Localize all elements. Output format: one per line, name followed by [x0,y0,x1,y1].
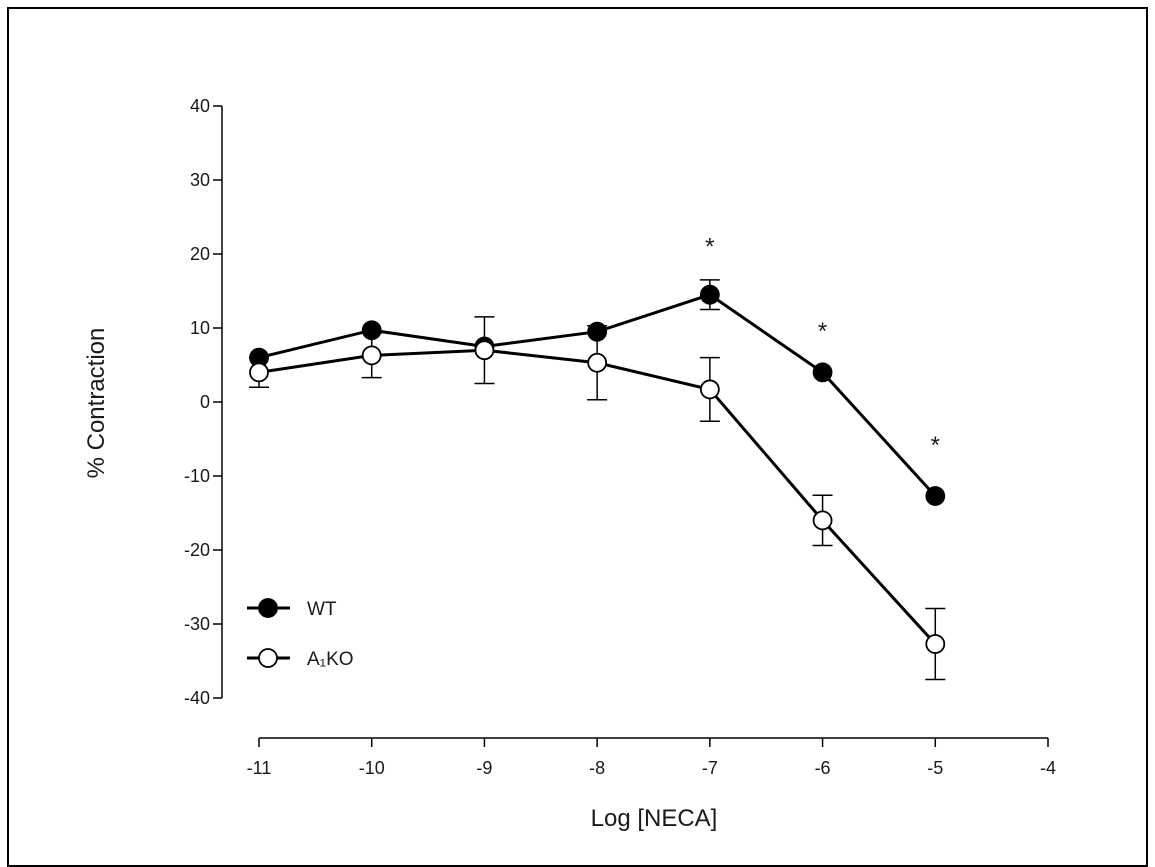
y-tick-label: 10 [190,318,210,338]
legend-label: A₁KO [307,649,354,670]
y-tick-label: 0 [200,392,210,412]
axes: 40 30 20 10 0 -10 -20 -30 -40 -11 -10 -9 -8 -7 -6 -5 -4 [184,96,1056,778]
data-point [699,284,720,305]
data-point [812,510,833,531]
x-tick-label: -9 [476,758,492,778]
y-tick-label: -10 [184,466,210,486]
significance-annotations: * * * [705,234,940,459]
significance-asterisk: * [818,318,827,345]
x-tick-label: -8 [589,758,605,778]
series-a1ko [249,316,946,681]
data-point [249,362,269,383]
y-axis-title: % Contraction [83,328,110,479]
data-point [474,340,495,361]
y-tick-label: -20 [184,540,210,560]
data-point [361,345,382,366]
data-point [587,352,608,373]
x-tick-label: -7 [702,758,718,778]
y-tick-label: 30 [190,170,210,190]
legend-marker [258,598,278,618]
y-tick-label: -30 [184,614,210,634]
x-tick-label: -4 [1040,758,1056,778]
data-point [812,362,833,383]
y-tick-label: 20 [190,244,210,264]
series-layer [249,279,946,681]
significance-asterisk: * [931,432,940,459]
x-tick-label: -6 [815,758,831,778]
significance-asterisk: * [705,234,714,261]
data-point [699,379,720,400]
legend: WT A₁KO [247,598,354,670]
x-tick-label: -11 [247,758,272,778]
legend-marker [258,648,278,668]
x-axis-title: Log [NECA] [591,805,718,832]
legend-label: WT [307,599,337,620]
x-tick-label: -5 [927,758,943,778]
data-point [925,634,946,654]
x-tick-label: -10 [359,758,385,778]
y-tick-label: 40 [190,96,210,116]
y-tick-label: -40 [184,688,210,708]
data-point [925,486,946,506]
